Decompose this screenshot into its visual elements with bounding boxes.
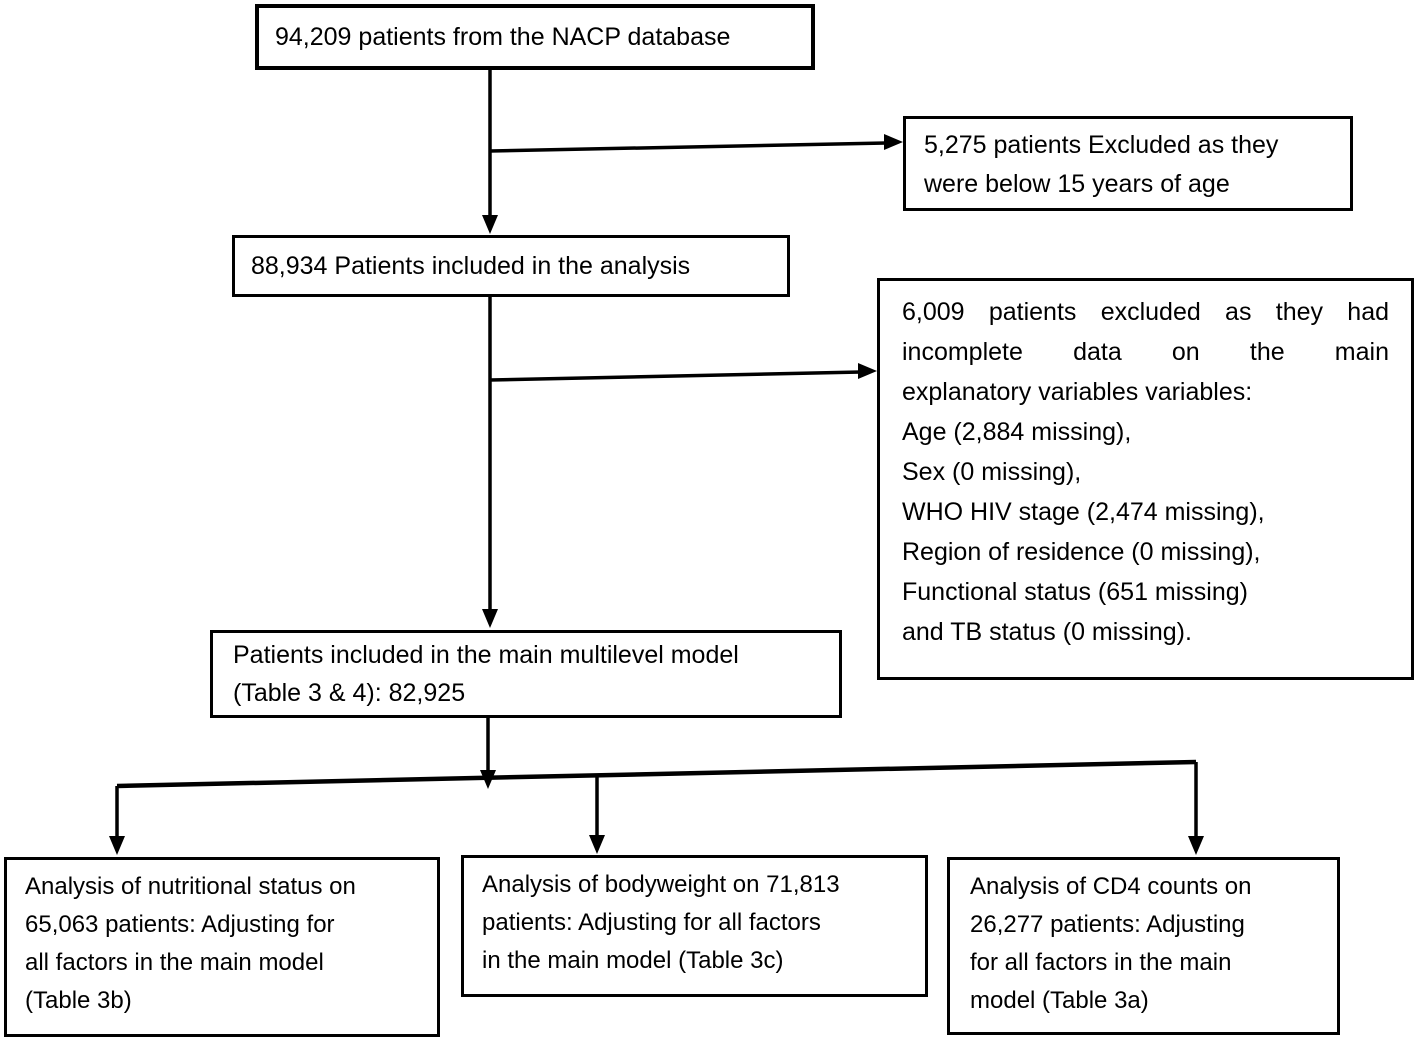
box-main-multilevel-model: Patients included in the main multilevel…: [210, 630, 842, 718]
box-text-line: Analysis of nutritional status on: [25, 873, 356, 900]
box-text-line: (Table 3 & 4): 82,925: [233, 679, 466, 707]
box-text-line: and TB status (0 missing).: [902, 618, 1192, 646]
connector-branch-to-cd4: [1188, 762, 1204, 855]
box-text-line: (Table 3b): [25, 987, 132, 1014]
box-text-line: explanatory variables variables:: [902, 378, 1253, 406]
box-text-line: 65,063 patients: Adjusting for: [25, 911, 335, 938]
box-excluded-incomplete-data: 6,009 patients excluded as they had inco…: [877, 278, 1414, 680]
box-text-line: model (Table 3a): [970, 987, 1149, 1014]
box-analysis-bodyweight: Analysis of bodyweight on 71,813 patient…: [461, 855, 928, 997]
box-text-line: Analysis of CD4 counts on: [970, 873, 1252, 900]
box-text-line: Age (2,884 missing),: [902, 418, 1132, 446]
box-text-line: 5,275 patients Excluded as they: [924, 131, 1279, 159]
box-analysis-nutritional-status: Analysis of nutritional status on 65,063…: [4, 857, 440, 1037]
box-text-line: 94,209 patients from the NACP database: [275, 23, 731, 51]
connector-included-to-multilevel: [482, 297, 498, 628]
connector-nacp-to-included: [482, 70, 498, 234]
box-text-line: Functional status (651 missing): [902, 578, 1248, 606]
box-text-line: Analysis of bodyweight on 71,813: [482, 871, 840, 898]
box-text-line: Region of residence (0 missing),: [902, 538, 1261, 566]
box-text-line: all factors in the main model: [25, 949, 324, 976]
connector-branch-to-nutritional: [109, 786, 125, 855]
box-text-line: Sex (0 missing),: [902, 458, 1082, 486]
box-text-line: in the main model (Table 3c): [482, 947, 784, 974]
connector-to-excluded-age: [489, 134, 903, 153]
box-text-line: WHO HIV stage (2,474 missing),: [902, 498, 1265, 526]
box-text-line: Patients included in the main multilevel…: [233, 641, 739, 669]
connector-to-excluded-incomplete: [489, 363, 877, 382]
box-text-line: 6,009 patients excluded as they had: [902, 298, 1389, 326]
box-text-line: were below 15 years of age: [924, 170, 1230, 198]
box-nacp-database: 94,209 patients from the NACP database: [255, 4, 815, 70]
box-excluded-below-15: 5,275 patients Excluded as they were bel…: [903, 116, 1353, 211]
box-included-analysis: 88,934 Patients included in the analysis: [232, 235, 790, 297]
box-text-line: incomplete data on the main: [902, 338, 1389, 366]
box-text-line: 88,934 Patients included in the analysis: [251, 252, 691, 280]
branch-distribution-line: [116, 759, 1197, 789]
box-analysis-cd4-counts: Analysis of CD4 counts on 26,277 patient…: [947, 857, 1340, 1035]
box-text-line: 26,277 patients: Adjusting: [970, 911, 1245, 938]
box-text-line: for all factors in the main: [970, 949, 1232, 976]
box-text-line: patients: Adjusting for all factors: [482, 909, 821, 936]
connector-branch-to-bodyweight: [589, 775, 605, 854]
